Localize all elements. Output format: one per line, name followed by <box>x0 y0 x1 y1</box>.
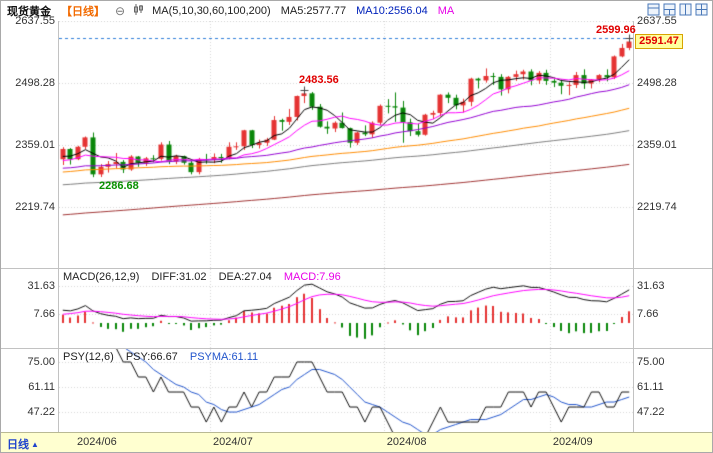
period-selector-label: 日线 <box>7 439 29 451</box>
dropdown-arrow-icon: ▲ <box>31 440 39 449</box>
y-axis-label: 47.22 <box>637 406 665 418</box>
y-axis-label: 75.00 <box>637 356 665 368</box>
macd-dea-value: DEA:27.04 <box>218 271 272 283</box>
y-axis-label: 2637.55 <box>637 15 677 27</box>
psy-value: PSY:66.67 <box>125 351 178 363</box>
collapse-icon[interactable]: ⊖ <box>115 3 126 18</box>
instrument-name: 现货黄金 <box>7 5 51 18</box>
month-label: 2024/06 <box>77 436 117 448</box>
ma5-value: MA5:2577.77 <box>280 4 347 17</box>
annotation-swing-high: 2483.56 <box>299 74 339 86</box>
y-axis-label: 2637.55 <box>15 15 55 27</box>
main-price-canvas[interactable] <box>59 21 633 268</box>
y-axis-label: 31.63 <box>637 280 665 292</box>
psy-canvas[interactable] <box>59 349 633 433</box>
month-label: 2024/07 <box>213 436 253 448</box>
layout-toolbar <box>647 3 708 16</box>
psyma-value: PSYMA:61.11 <box>189 351 259 363</box>
panel-separator-macd <box>1 268 712 269</box>
layout-grid-icon[interactable] <box>695 3 708 16</box>
y-axis-label: 2498.28 <box>15 77 55 89</box>
ma-legend: MA(5,10,30,60,100,200) <box>152 4 271 17</box>
y-axis-label: 47.22 <box>27 406 55 418</box>
layout-columns-icon[interactable] <box>679 3 692 16</box>
ma-truncated-value: MA <box>437 4 455 17</box>
macd-title: MACD(26,12,9) <box>63 271 140 283</box>
timeline-bar: 日线 ▲ 2024/06 2024/07 2024/08 2024/09 <box>1 432 712 452</box>
y-axis-label: 2498.28 <box>637 77 677 89</box>
chart-header: 现货黄金 【日线】 ⊖ MA(5,10,30,60,100,200) MA5:2… <box>1 1 712 20</box>
macd-bar-value: MACD:7.96 <box>283 271 341 283</box>
macd-diff-value: DIFF:31.02 <box>151 271 207 283</box>
left-axis-divider <box>58 21 59 434</box>
annotation-period-low: 2286.68 <box>99 180 139 192</box>
y-axis-label: 31.63 <box>27 280 55 292</box>
last-price-tag: 2591.47 <box>635 34 683 49</box>
y-axis-label: 2359.01 <box>15 139 55 151</box>
y-axis-label: 61.11 <box>637 381 664 393</box>
psy-title: PSY(12,6) <box>63 351 114 363</box>
y-axis-label: 61.11 <box>28 381 55 393</box>
macd-label-row: MACD(26,12,9) DIFF:31.02 DEA:27.04 MACD:… <box>63 271 350 283</box>
month-label: 2024/08 <box>386 436 427 448</box>
layout-rows-icon[interactable] <box>663 3 676 16</box>
right-axis-divider <box>633 21 634 434</box>
ma10-value: MA10:2556.04 <box>356 4 428 17</box>
y-axis-label: 7.66 <box>637 308 659 320</box>
y-axis-label: 75.00 <box>27 356 55 368</box>
panel-separator-psy <box>1 348 712 349</box>
y-axis-label: 2219.74 <box>15 201 55 213</box>
period-tag: 【日线】 <box>61 5 105 18</box>
psy-label-row: PSY(12,6) PSY:66.67 PSYMA:61.11 <box>63 351 267 363</box>
candlestick-style-icon[interactable] <box>133 4 144 17</box>
y-axis-label: 2359.01 <box>637 139 677 151</box>
annotation-period-high: 2599.96 <box>596 24 636 36</box>
month-label: 2024/09 <box>552 436 593 448</box>
macd-canvas[interactable] <box>59 269 633 348</box>
period-selector[interactable]: 日线 ▲ <box>7 436 39 452</box>
y-axis-label: 2219.74 <box>637 201 677 213</box>
y-axis-label: 7.66 <box>33 308 55 320</box>
layout-single-icon[interactable] <box>647 3 660 16</box>
